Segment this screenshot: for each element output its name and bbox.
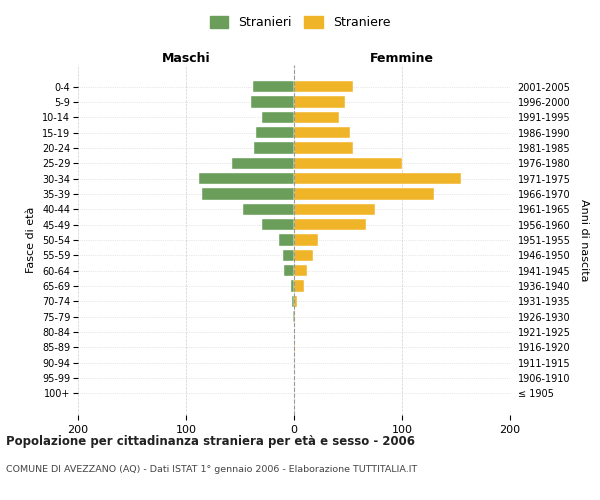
Text: Maschi: Maschi xyxy=(161,52,211,65)
Bar xyxy=(294,127,350,138)
Bar xyxy=(294,173,461,184)
Bar xyxy=(293,311,294,322)
Bar xyxy=(283,250,294,261)
Bar xyxy=(202,188,294,200)
Bar xyxy=(294,311,295,322)
Bar xyxy=(294,96,345,108)
Bar xyxy=(294,158,402,169)
Bar xyxy=(294,296,297,307)
Legend: Stranieri, Straniere: Stranieri, Straniere xyxy=(205,11,395,34)
Bar xyxy=(294,112,340,123)
Y-axis label: Anni di nascita: Anni di nascita xyxy=(579,198,589,281)
Bar xyxy=(256,127,294,138)
Bar xyxy=(294,81,353,92)
Bar xyxy=(294,219,367,230)
Bar xyxy=(262,219,294,230)
Bar xyxy=(294,342,295,353)
Bar xyxy=(294,204,375,215)
Bar xyxy=(294,234,318,246)
Bar xyxy=(199,173,294,184)
Bar xyxy=(294,265,307,276)
Bar xyxy=(294,280,304,292)
Y-axis label: Fasce di età: Fasce di età xyxy=(26,207,37,273)
Bar xyxy=(284,265,294,276)
Text: Femmine: Femmine xyxy=(370,52,434,65)
Bar xyxy=(253,81,294,92)
Bar xyxy=(232,158,294,169)
Bar xyxy=(279,234,294,246)
Text: Popolazione per cittadinanza straniera per età e sesso - 2006: Popolazione per cittadinanza straniera p… xyxy=(6,435,415,448)
Bar xyxy=(292,296,294,307)
Bar xyxy=(291,280,294,292)
Bar xyxy=(254,142,294,154)
Text: COMUNE DI AVEZZANO (AQ) - Dati ISTAT 1° gennaio 2006 - Elaborazione TUTTITALIA.I: COMUNE DI AVEZZANO (AQ) - Dati ISTAT 1° … xyxy=(6,465,417,474)
Bar xyxy=(262,112,294,123)
Bar xyxy=(243,204,294,215)
Bar xyxy=(251,96,294,108)
Bar xyxy=(294,188,434,200)
Bar xyxy=(294,142,353,154)
Bar xyxy=(294,250,313,261)
